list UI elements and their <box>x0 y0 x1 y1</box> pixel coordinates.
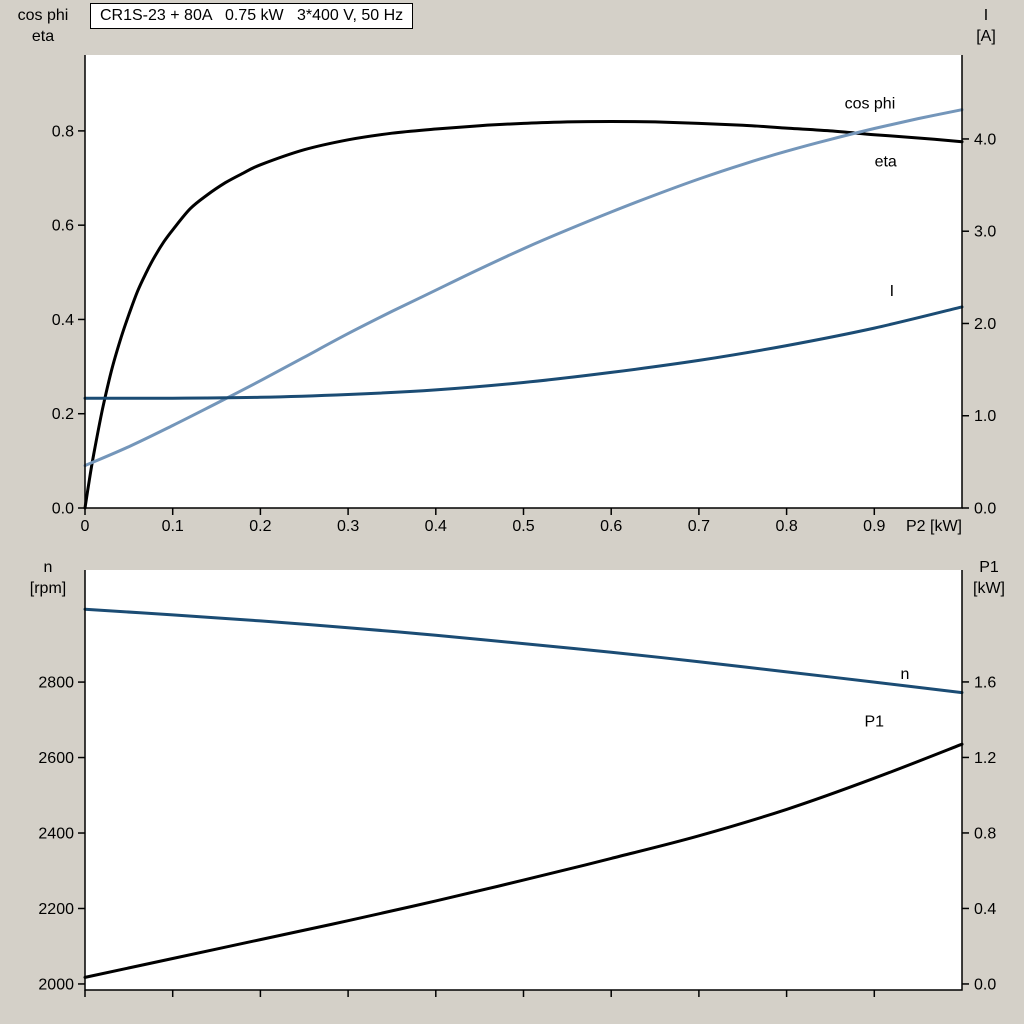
plot-area <box>85 570 962 990</box>
bottom-chart-right-axis-title: P1 [kW] <box>958 557 1020 599</box>
right-axis-tick-label: 2.0 <box>974 316 996 333</box>
left-axis-tick-label: 0.6 <box>52 218 74 235</box>
right-axis-tick-label: 0.0 <box>974 976 996 993</box>
left-axis-tick-label: 2600 <box>38 750 74 767</box>
curve-I <box>83 305 964 400</box>
x-axis-tick-label: 0.9 <box>863 518 885 535</box>
right-axis-tick-label: 3.0 <box>974 224 996 241</box>
curve-label-P1: P1 <box>865 714 885 731</box>
x-axis-tick-label: 0.3 <box>337 518 359 535</box>
left-axis-tick-label: 2400 <box>38 826 74 843</box>
left-axis-title-line: cos phi <box>17 7 69 24</box>
x-axis-tick-label: 0.5 <box>512 518 534 535</box>
right-axis-tick-label: 1.6 <box>974 674 996 691</box>
right-axis-title-line: P1 <box>979 559 999 576</box>
x-axis-tick-label: 0.4 <box>425 518 447 535</box>
left-axis-tick-label: 2800 <box>38 675 74 692</box>
right-axis-tick-label: 1.0 <box>974 408 996 425</box>
curve-label-n: n <box>901 666 910 683</box>
curve-n <box>83 607 964 695</box>
right-axis-tick-label: 1.2 <box>974 750 996 767</box>
curve-label-eta: eta <box>875 154 897 171</box>
left-axis-tick-label: 0.4 <box>52 312 74 329</box>
left-axis-tick-label: 0.8 <box>52 123 74 140</box>
left-axis-tick-label: 0.2 <box>52 406 74 423</box>
x-axis-tick-label: 0.1 <box>162 518 184 535</box>
curve-label-I: I <box>890 283 894 300</box>
x-axis-tick-label: 0.2 <box>249 518 271 535</box>
right-axis-tick-label: 0.4 <box>974 901 996 918</box>
left-axis-tick-label: 0.0 <box>52 501 74 518</box>
x-axis-tick-label: 0.7 <box>688 518 710 535</box>
right-axis-tick-label: 0.0 <box>974 501 996 518</box>
right-axis-title-line: [A] <box>976 28 996 45</box>
top-chart-left-axis-title: cos phi eta <box>4 5 82 47</box>
left-axis-tick-label: 2000 <box>38 976 74 993</box>
chart-title-box: CR1S-23 + 80A 0.75 kW 3*400 V, 50 Hz <box>90 3 414 29</box>
curve-label-cos-phi: cos phi <box>845 96 896 113</box>
x-axis-tick-label: 0.8 <box>775 518 797 535</box>
right-axis-title-line: I <box>983 7 989 24</box>
x-axis-unit-label: P2 [kW] <box>906 518 962 535</box>
x-axis-tick-label: 0.6 <box>600 518 622 535</box>
bottom-chart-left-axis-title: n [rpm] <box>12 557 84 599</box>
x-axis-tick-label: 0 <box>81 518 90 535</box>
curve-P1 <box>83 742 964 979</box>
right-axis-title-line: [kW] <box>973 580 1005 597</box>
curve-eta <box>83 119 964 510</box>
left-axis-tick-label: 2200 <box>38 901 74 918</box>
top-chart-right-axis-title: I [A] <box>956 5 1016 47</box>
left-axis-title-line: n <box>43 559 53 576</box>
left-axis-title-line: eta <box>31 28 55 45</box>
right-axis-tick-label: 4.0 <box>974 131 996 148</box>
right-axis-tick-label: 0.8 <box>974 825 996 842</box>
left-axis-title-line: [rpm] <box>29 580 67 597</box>
